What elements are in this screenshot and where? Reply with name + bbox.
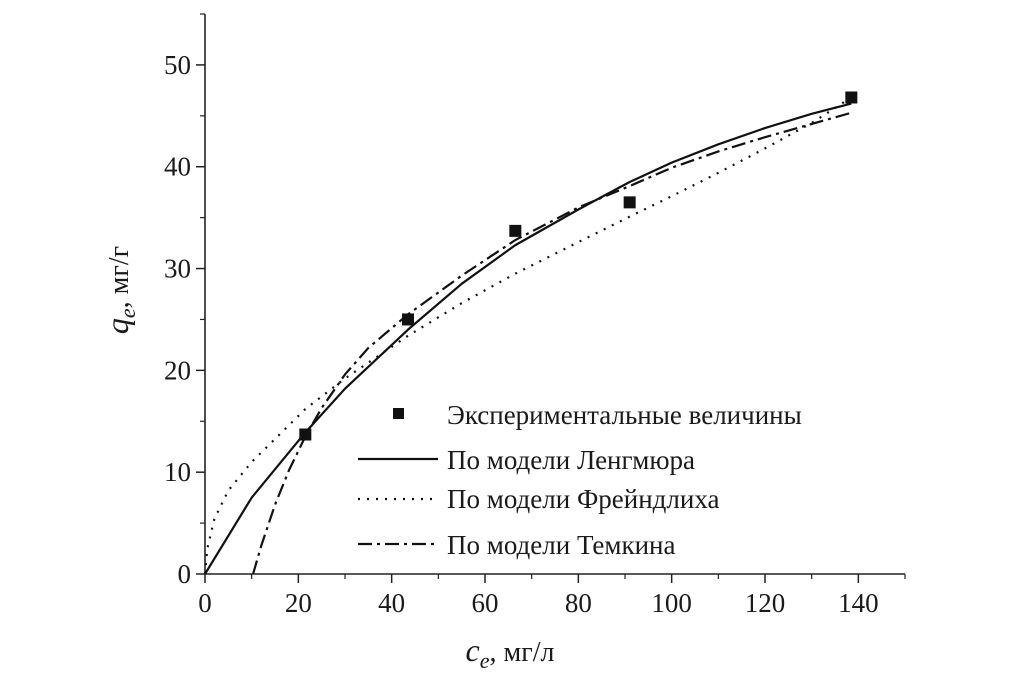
y-tick-label: 0 bbox=[178, 559, 192, 589]
data-point bbox=[623, 196, 636, 209]
freundlich-curve bbox=[203, 96, 852, 575]
y-tick-label: 10 bbox=[164, 457, 191, 487]
x-axis-title-var: c bbox=[466, 632, 480, 668]
x-tick-label: 100 bbox=[651, 588, 692, 618]
legend-item-freundlich: По модели Фрейндлиха bbox=[358, 484, 719, 514]
data-point bbox=[402, 313, 414, 326]
y-axis-title-sub: e bbox=[115, 308, 140, 318]
legend: Экспериментальные величины По модели Лен… bbox=[358, 400, 802, 560]
legend-label-temkin: По модели Темкина bbox=[447, 530, 676, 560]
x-tick-label: 20 bbox=[285, 588, 312, 618]
y-axis-title: qe, мг/г bbox=[99, 246, 140, 334]
legend-marker-square bbox=[393, 408, 404, 419]
data-point bbox=[509, 224, 522, 237]
x-axis-title-unit: , мг/л bbox=[490, 637, 555, 668]
x-tick-label: 60 bbox=[472, 588, 499, 618]
legend-label-experimental: Экспериментальные величины bbox=[447, 400, 802, 430]
langmuir-curve bbox=[204, 102, 852, 575]
x-axis-title: ce, мг/л bbox=[466, 632, 555, 673]
x-tick-label: 140 bbox=[838, 588, 879, 618]
x-tick-label: 40 bbox=[378, 588, 405, 618]
data-point bbox=[299, 428, 312, 441]
legend-item-langmuir: По модели Ленгмюра bbox=[358, 445, 695, 475]
y-axis-title-var: q bbox=[99, 318, 135, 334]
legend-item-temkin: По модели Темкина bbox=[358, 530, 676, 560]
legend-label-freundlich: По модели Фрейндлиха bbox=[447, 484, 719, 514]
y-axis-title-unit: , мг/г bbox=[104, 246, 135, 308]
y-tick-label: 30 bbox=[164, 254, 191, 284]
y-axis-title-group: qe, мг/г bbox=[99, 246, 140, 334]
legend-item-experimental: Экспериментальные величины bbox=[393, 400, 802, 430]
x-axis-title-sub: e bbox=[480, 648, 490, 673]
y-tick-label: 20 bbox=[164, 355, 191, 385]
legend-label-langmuir: По модели Ленгмюра bbox=[447, 445, 695, 475]
y-tick-label: 50 bbox=[164, 50, 191, 80]
plot-area bbox=[203, 91, 858, 575]
data-point bbox=[845, 91, 858, 104]
x-tick-label: 80 bbox=[565, 588, 592, 618]
x-tick-label: 120 bbox=[745, 588, 786, 618]
axes: 0 20 40 60 80 100 120 140 0 10 20 30 40 50 bbox=[164, 13, 906, 618]
y-tick-label: 40 bbox=[164, 152, 191, 182]
x-tick-label: 0 bbox=[198, 588, 212, 618]
temkin-curve bbox=[252, 111, 852, 575]
